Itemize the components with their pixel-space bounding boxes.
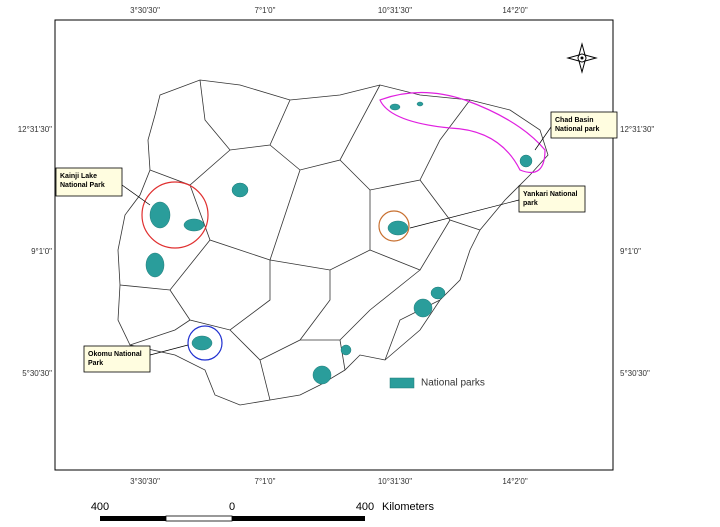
highlight-region xyxy=(379,91,546,174)
graticule-label: 7°1'0" xyxy=(255,6,276,15)
park xyxy=(231,182,249,198)
scale-unit: Kilometers xyxy=(382,501,434,513)
graticule-label: 9°1'0" xyxy=(31,247,52,256)
callout: Okomu National Park xyxy=(88,351,142,367)
country-outline xyxy=(117,79,549,406)
graticule-label: 3°30'30" xyxy=(130,477,160,486)
callout-label: Yankari National park xyxy=(523,191,578,207)
legend-label: National parks xyxy=(421,378,485,389)
park xyxy=(312,365,332,385)
park xyxy=(183,218,205,232)
graticule-label: 10°31'30" xyxy=(378,477,412,486)
graticule-label: 14°2'0" xyxy=(502,6,528,15)
graticule-label: 12°31'30" xyxy=(18,125,52,134)
park xyxy=(416,101,424,107)
park xyxy=(387,220,409,236)
callout: Kainji Lake National Park xyxy=(60,173,105,189)
graticule-label: 14°2'0" xyxy=(502,477,528,486)
highlight-circle xyxy=(141,181,209,249)
highlight-circle xyxy=(378,210,410,242)
park xyxy=(340,344,352,356)
callout: Chad Basin National park xyxy=(555,117,600,133)
scale-bar xyxy=(100,515,365,522)
graticule-label: 12°31'30" xyxy=(620,125,654,134)
callout-label: Kainji Lake National Park xyxy=(60,173,105,189)
scale-label: 400 xyxy=(356,501,374,513)
park xyxy=(149,201,171,229)
park xyxy=(145,252,165,278)
park xyxy=(191,335,213,351)
callout: Yankari National park xyxy=(523,191,578,207)
callout-box xyxy=(518,185,586,213)
map-frame xyxy=(54,19,614,471)
national-parks xyxy=(145,101,533,385)
scale-label: 0 xyxy=(229,501,235,513)
graticule-label: 5°30'30" xyxy=(22,369,52,378)
highlight-circle xyxy=(187,325,223,361)
legend-swatch xyxy=(389,377,415,389)
graticule-label: 3°30'30" xyxy=(130,6,160,15)
park xyxy=(430,286,446,300)
park xyxy=(389,103,401,111)
callout-label: Okomu National Park xyxy=(88,351,142,367)
graticule-label: 5°30'30" xyxy=(620,369,650,378)
leader-lines xyxy=(121,126,552,356)
callout-box xyxy=(550,111,618,139)
north-arrow xyxy=(566,42,598,74)
graticule-label: 9°1'0" xyxy=(620,247,641,256)
scale-label: 400 xyxy=(91,501,109,513)
park xyxy=(413,298,433,318)
callout-box xyxy=(55,167,123,197)
graticule-label: 7°1'0" xyxy=(255,477,276,486)
callout-label: Chad Basin National park xyxy=(555,117,600,133)
park xyxy=(519,154,533,168)
callout-box xyxy=(83,345,151,373)
graticule-label: 10°31'30" xyxy=(378,6,412,15)
